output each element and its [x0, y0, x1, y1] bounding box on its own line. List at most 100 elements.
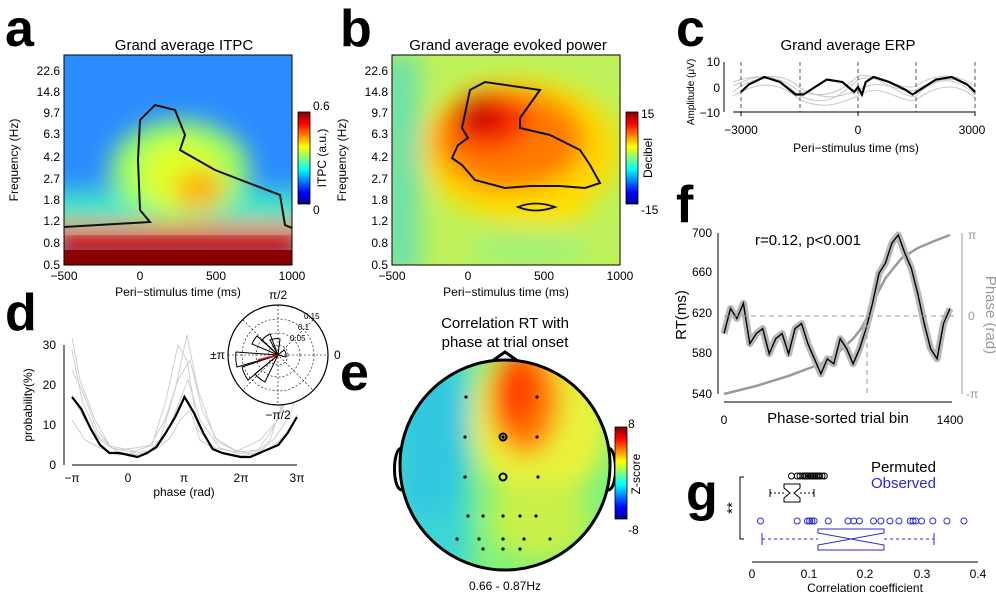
scatter-point [808, 517, 816, 525]
polar-label-top: π/2 [269, 288, 288, 302]
panel-a-y-ticks: 0.5 0.8 1.2 1.8 2.7 4.2 6.3 9.7 14.8 22.… [37, 64, 61, 272]
y-tick-label: 2.7 [43, 172, 60, 186]
colorbar-label: ITPC (a.u.) [315, 129, 329, 188]
panel-letter-g: g [686, 464, 718, 522]
y-tick-label: 22.6 [37, 64, 61, 78]
y-tick-label: 6.3 [371, 127, 388, 141]
scatter-point [960, 517, 968, 525]
significance-stars: ** [724, 502, 741, 514]
y-tick-label: 1.2 [371, 214, 388, 228]
panel-f: f r=0.12, p<0.001 540 580 620 660 700 π … [673, 176, 996, 427]
electrode-highlight [498, 472, 508, 482]
panel-f-right-ticks: π 0 -π [966, 228, 978, 401]
panel-a-xlabel: Peri−stimulus time (ms) [115, 285, 241, 299]
colorbar-min: -8 [628, 523, 639, 537]
polar-rose-bars [235, 333, 287, 383]
polar-mean-vector [257, 354, 279, 361]
scatter-point [870, 517, 877, 525]
scatter-point [803, 517, 811, 525]
x-tick-label: 0.2 [857, 567, 874, 581]
y-tick-label: −10 [700, 106, 721, 120]
panel-g: g Permuted Observed ** 0 0.1 0.2 0.3 0.4 [686, 459, 987, 595]
x-tick-label: −π [64, 471, 79, 485]
panel-a-title: Grand average ITPC [115, 37, 254, 54]
permuted-boxplot [769, 483, 815, 503]
panel-letter-d: d [5, 284, 37, 342]
panel-a: a Grand average ITPC −500 0 500 1000 [5, 0, 330, 299]
panel-letter-c: c [676, 0, 705, 58]
x-tick-label: 0 [465, 269, 472, 283]
y-tick-label: 14.8 [365, 85, 389, 99]
x-tick-label: 0.3 [914, 567, 931, 581]
scatter-point [855, 517, 863, 525]
x-tick-label: 1000 [279, 269, 306, 283]
panel-d-axes: −π 0 π 2π 3π 0 10 20 30 phase (rad) prob… [21, 338, 304, 499]
x-tick-label: −500 [378, 269, 405, 283]
y-tick-label: 0 [713, 81, 720, 95]
scatter-point [886, 517, 894, 525]
panel-f-xlabel: Phase-sorted trial bin [767, 410, 909, 427]
y-tick-label: 20 [43, 378, 57, 392]
scatter-point [806, 517, 814, 525]
panel-f-annotation: r=0.12, p<0.001 [755, 232, 861, 249]
x-tick-label: 2π [234, 471, 249, 485]
panel-c-xlabel: Peri−stimulus time (ms) [793, 141, 919, 155]
panel-f-y-ticks: 540 580 620 660 700 [692, 226, 712, 401]
y-tick-label: 9.7 [371, 106, 388, 120]
y-tick-label: 0.8 [43, 236, 60, 250]
scatter-point [943, 517, 951, 525]
colorbar-max: 15 [641, 107, 655, 121]
y-tick-label: 0.8 [371, 236, 388, 250]
legend-permuted: Permuted [871, 459, 936, 476]
panel-b-y-ticks: 0.5 0.8 1.2 1.8 2.7 4.2 6.3 9.7 14.8 22.… [365, 64, 389, 272]
scatter-point [850, 517, 858, 525]
scatter-point [844, 517, 852, 525]
panel-b-axes: −500 0 500 1000 0.5 0.8 1.2 1.8 2.7 4.2 … [335, 64, 634, 299]
panel-a-x-ticks: −500 0 500 1000 [50, 269, 305, 283]
y-tick-label: 1.2 [43, 214, 60, 228]
scatter-point [816, 472, 824, 480]
panel-b-colorbar: 15 -15 Decibel [625, 107, 659, 217]
panel-letter-e: e [340, 344, 369, 402]
y-tick-label: 4.2 [371, 150, 388, 164]
y-tick-label: 580 [692, 346, 712, 360]
panel-e: e Correlation RT with phase at trial ons… [340, 315, 643, 593]
panel-d: d −π 0 π 2π 3π 0 10 20 30 [5, 284, 341, 499]
scatter-point [824, 517, 832, 525]
panel-d-polar-inset: π/2 ±π 0 −π/2 0.05 0.1 0.15 [210, 288, 341, 422]
head-outline [398, 358, 612, 572]
y-right-tick-label: 0 [968, 309, 975, 323]
polar-label-left: ±π [210, 348, 225, 362]
y-tick-label: 14.8 [37, 85, 61, 99]
panel-f-phase-line [723, 233, 951, 396]
panel-f-rt-line [723, 233, 951, 376]
panel-d-y-ticks: 0 10 20 30 [43, 338, 57, 472]
panel-e-caption: 0.66 - 0.87Hz [469, 579, 541, 593]
colorbar-min: 0 [313, 203, 320, 217]
legend-observed: Observed [871, 475, 936, 492]
panel-g-axes: 0 0.1 0.2 0.3 0.4 Correlation coefficien… [749, 561, 987, 595]
x-tick-label: π [180, 471, 188, 485]
panel-d-xlabel: phase (rad) [153, 485, 214, 499]
panel-b-significance-contour-small [515, 202, 558, 212]
y-tick-label: 22.6 [365, 64, 389, 78]
x-tick-label: −3000 [724, 123, 758, 137]
panel-e-title-line2: phase at trial onset [442, 334, 570, 351]
panel-c-erp-line [740, 75, 976, 98]
x-tick-label: 0 [137, 269, 144, 283]
y-tick-label: 1.8 [43, 193, 60, 207]
panel-b-x-ticks: −500 0 500 1000 [378, 269, 633, 283]
x-tick-label: 0.4 [970, 567, 987, 581]
panel-b-title: Grand average evoked power [409, 37, 607, 54]
y-tick-label: 540 [692, 387, 712, 401]
panel-e-title-line1: Correlation RT with [441, 315, 569, 332]
permuted-points [788, 472, 828, 480]
colorbar-label: Z-score [629, 453, 643, 494]
x-tick-label: 1000 [607, 269, 634, 283]
panel-f-axes: 540 580 620 660 700 π 0 -π 0 1400 Phase-… [673, 226, 996, 427]
polar-label-bottom: −π/2 [265, 408, 291, 422]
panel-c-ylabel: Amplitude (μV) [686, 59, 697, 125]
y-tick-label: 2.7 [371, 172, 388, 186]
observed-points [757, 517, 968, 525]
panel-letter-f: f [676, 176, 694, 234]
